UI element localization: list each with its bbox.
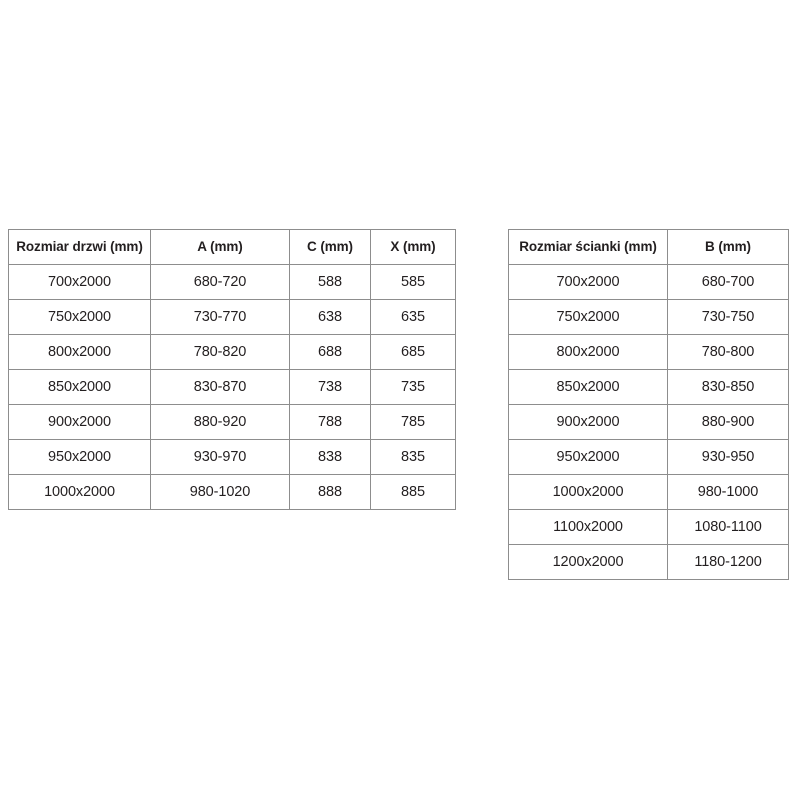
- table-row: 700x2000 680-720 588 585: [8, 264, 456, 300]
- cell-size: 950x2000: [8, 439, 151, 475]
- cell-b: 880-900: [667, 404, 789, 440]
- table-row: 950x2000 930-970 838 835: [8, 439, 456, 475]
- table-row: 1000x2000 980-1020 888 885: [8, 474, 456, 510]
- cell-size: 850x2000: [508, 369, 668, 405]
- cell-size: 700x2000: [508, 264, 668, 300]
- cell-a: 780-820: [150, 334, 290, 370]
- cell-b: 1180-1200: [667, 544, 789, 580]
- cell-b: 830-850: [667, 369, 789, 405]
- cell-a: 830-870: [150, 369, 290, 405]
- cell-size: 1000x2000: [508, 474, 668, 510]
- cell-a: 880-920: [150, 404, 290, 440]
- cell-size: 900x2000: [508, 404, 668, 440]
- cell-c: 738: [289, 369, 371, 405]
- doors-table-body: 700x2000 680-720 588 585 750x2000 730-77…: [8, 264, 456, 510]
- cell-c: 838: [289, 439, 371, 475]
- cell-size: 950x2000: [508, 439, 668, 475]
- cell-x: 585: [370, 264, 456, 300]
- cell-size: 1100x2000: [508, 509, 668, 545]
- cell-c: 638: [289, 299, 371, 335]
- table-row: 700x2000 680-700: [508, 264, 789, 300]
- cell-size: 1000x2000: [8, 474, 151, 510]
- cell-a: 930-970: [150, 439, 290, 475]
- cell-x: 685: [370, 334, 456, 370]
- cell-b: 930-950: [667, 439, 789, 475]
- cell-a: 730-770: [150, 299, 290, 335]
- cell-x: 885: [370, 474, 456, 510]
- cell-b: 680-700: [667, 264, 789, 300]
- cell-c: 888: [289, 474, 371, 510]
- cell-size: 800x2000: [508, 334, 668, 370]
- cell-a: 680-720: [150, 264, 290, 300]
- wall-table-body: 700x2000 680-700 750x2000 730-750 800x20…: [508, 264, 789, 580]
- table-row: 900x2000 880-900: [508, 404, 789, 440]
- cell-x: 785: [370, 404, 456, 440]
- table-row: 750x2000 730-750: [508, 299, 789, 335]
- wall-column-header-size: Rozmiar ścianki (mm): [508, 229, 668, 265]
- cell-x: 835: [370, 439, 456, 475]
- cell-c: 788: [289, 404, 371, 440]
- cell-b: 1080-1100: [667, 509, 789, 545]
- table-row: 1100x2000 1080-1100: [508, 509, 789, 545]
- doors-column-header-c: C (mm): [289, 229, 371, 265]
- cell-b: 980-1000: [667, 474, 789, 510]
- doors-column-header-x: X (mm): [370, 229, 456, 265]
- table-row: 800x2000 780-820 688 685: [8, 334, 456, 370]
- doors-header-row: Rozmiar drzwi (mm) A (mm) C (mm) X (mm): [8, 229, 456, 265]
- cell-size: 750x2000: [8, 299, 151, 335]
- table-row: 750x2000 730-770 638 635: [8, 299, 456, 335]
- cell-size: 900x2000: [8, 404, 151, 440]
- cell-c: 588: [289, 264, 371, 300]
- cell-b: 730-750: [667, 299, 789, 335]
- table-row: 1000x2000 980-1000: [508, 474, 789, 510]
- doors-column-header-size: Rozmiar drzwi (mm): [8, 229, 151, 265]
- table-row: 850x2000 830-870 738 735: [8, 369, 456, 405]
- cell-size: 750x2000: [508, 299, 668, 335]
- cell-c: 688: [289, 334, 371, 370]
- cell-size: 1200x2000: [508, 544, 668, 580]
- table-row: 800x2000 780-800: [508, 334, 789, 370]
- table-row: 1200x2000 1180-1200: [508, 544, 789, 580]
- doors-column-header-a: A (mm): [150, 229, 290, 265]
- cell-b: 780-800: [667, 334, 789, 370]
- doors-table-head: Rozmiar drzwi (mm) A (mm) C (mm) X (mm): [8, 229, 456, 265]
- wall-table-head: Rozmiar ścianki (mm) B (mm): [508, 229, 789, 265]
- table-row: 850x2000 830-850: [508, 369, 789, 405]
- table-row: 900x2000 880-920 788 785: [8, 404, 456, 440]
- cell-x: 635: [370, 299, 456, 335]
- wall-column-header-b: B (mm): [667, 229, 789, 265]
- table-row: 950x2000 930-950: [508, 439, 789, 475]
- doors-dimensions-table: Rozmiar drzwi (mm) A (mm) C (mm) X (mm) …: [8, 229, 456, 510]
- cell-size: 800x2000: [8, 334, 151, 370]
- wall-header-row: Rozmiar ścianki (mm) B (mm): [508, 229, 789, 265]
- cell-size: 850x2000: [8, 369, 151, 405]
- cell-a: 980-1020: [150, 474, 290, 510]
- cell-x: 735: [370, 369, 456, 405]
- cell-size: 700x2000: [8, 264, 151, 300]
- wall-panel-dimensions-table: Rozmiar ścianki (mm) B (mm) 700x2000 680…: [508, 229, 789, 580]
